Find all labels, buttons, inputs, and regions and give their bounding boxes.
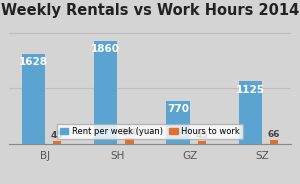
Bar	[22, 54, 45, 144]
Text: 1860: 1860	[91, 44, 120, 54]
Bar	[125, 138, 134, 144]
Legend: Rent per week (yuan), Hours to work: Rent per week (yuan), Hours to work	[57, 124, 243, 139]
Bar	[198, 141, 206, 144]
Text: 45: 45	[51, 132, 64, 141]
Bar	[239, 81, 262, 144]
Text: 66: 66	[268, 130, 280, 139]
Bar	[94, 41, 117, 144]
Bar	[270, 140, 278, 144]
Text: 45: 45	[196, 132, 208, 141]
Title: Weekly Rentals vs Work Hours 2014: Weekly Rentals vs Work Hours 2014	[1, 3, 299, 18]
Bar	[53, 141, 61, 144]
Bar	[167, 101, 190, 144]
Text: 100: 100	[120, 128, 139, 137]
Text: 1628: 1628	[19, 57, 48, 67]
Text: 770: 770	[167, 104, 189, 114]
Text: 1125: 1125	[236, 85, 265, 95]
